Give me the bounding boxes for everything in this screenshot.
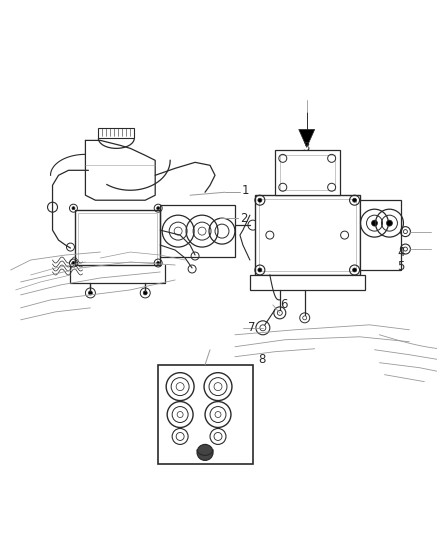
Circle shape <box>353 198 357 202</box>
Bar <box>259 199 356 271</box>
Bar <box>250 275 364 290</box>
Text: 2: 2 <box>240 212 247 224</box>
Text: 5: 5 <box>397 261 405 273</box>
Text: 1: 1 <box>242 184 249 197</box>
Bar <box>158 365 253 464</box>
Circle shape <box>353 268 357 272</box>
Bar <box>360 200 401 270</box>
Circle shape <box>197 445 213 461</box>
Circle shape <box>72 262 75 264</box>
Bar <box>75 210 160 265</box>
Circle shape <box>157 207 160 209</box>
Polygon shape <box>299 130 314 148</box>
Bar <box>160 205 235 257</box>
Text: 8: 8 <box>258 353 265 366</box>
Circle shape <box>371 220 378 226</box>
Circle shape <box>157 262 160 264</box>
Circle shape <box>72 207 75 209</box>
Text: 6: 6 <box>280 298 287 311</box>
Circle shape <box>143 291 147 295</box>
Bar <box>280 155 335 190</box>
Bar <box>255 195 360 275</box>
Circle shape <box>386 220 392 226</box>
Text: 3: 3 <box>302 141 309 154</box>
Bar <box>275 150 339 195</box>
Circle shape <box>258 268 262 272</box>
Text: 7: 7 <box>248 321 255 334</box>
Circle shape <box>88 291 92 295</box>
Text: 4: 4 <box>397 246 405 259</box>
Bar <box>78 213 157 262</box>
Circle shape <box>258 198 262 202</box>
Bar <box>99 128 134 139</box>
